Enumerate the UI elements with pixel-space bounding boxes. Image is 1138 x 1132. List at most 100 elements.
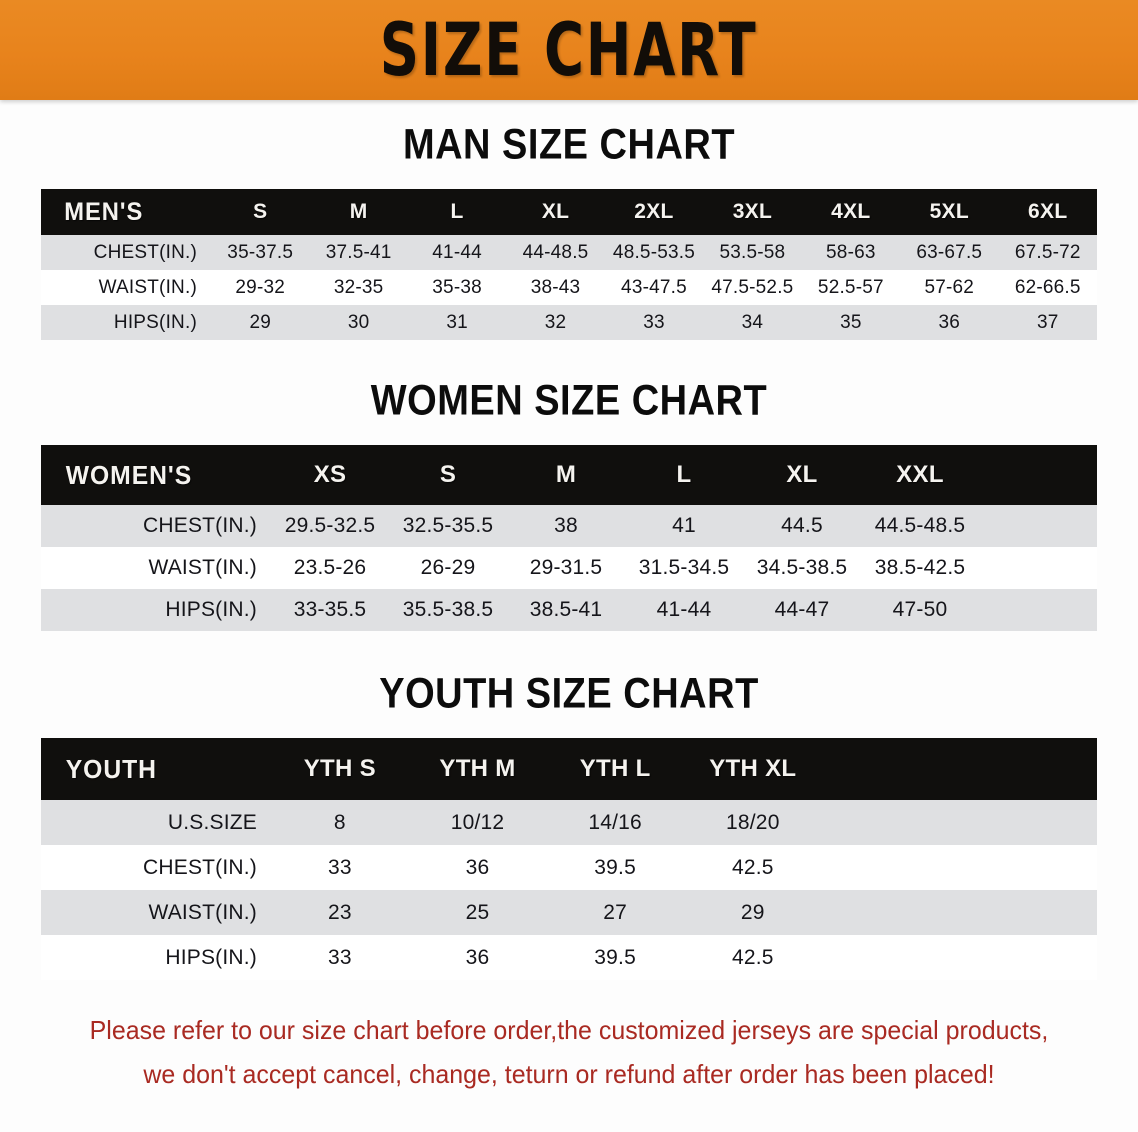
- page-banner: SIZE CHART: [0, 0, 1138, 100]
- table-cell-empty: [822, 800, 960, 845]
- man-table-wrapper: MEN'S S M L XL 2XL 3XL 4XL 5XL 6XL CHEST(IN.) 35-3…: [41, 189, 1097, 340]
- women-column-header: M: [555, 461, 577, 488]
- youth-row-label: CHEST(IN.): [143, 855, 257, 879]
- table-cell: 8: [333, 810, 346, 834]
- table-cell: 38: [554, 514, 578, 537]
- youth-column-header: YTH S: [303, 755, 376, 782]
- table-cell-empty: [959, 800, 1097, 845]
- table-cell: 52.5-57: [817, 276, 884, 298]
- table-cell: 33-35.5: [293, 598, 367, 621]
- table-cell: 41-44: [656, 598, 712, 621]
- women-row-label: CHEST(IN.): [143, 514, 257, 537]
- man-column-header: 3XL: [732, 200, 773, 223]
- footer-line-1: Please refer to our size chart before or…: [89, 1015, 1049, 1045]
- table-row: HIPS(IN.) 29 30 31 32 33 34 35 36 37: [41, 305, 1097, 340]
- table-cell: 29.5-32.5: [284, 514, 376, 537]
- table-cell: 48.5-53.5: [612, 241, 696, 263]
- table-cell: 36: [465, 945, 490, 969]
- women-section-title: WOMEN SIZE CHART: [370, 377, 768, 425]
- table-row: CHEST(IN.) 35-37.5 37.5-41 41-44 44-48.5 48.5…: [41, 235, 1097, 270]
- table-cell: 32.5-35.5: [402, 514, 494, 537]
- table-cell: 58-63: [826, 241, 876, 263]
- man-header-row: MEN'S S M L XL 2XL 3XL 4XL 5XL 6XL: [41, 189, 1097, 235]
- man-row-label: CHEST(IN.): [93, 241, 197, 263]
- table-row: U.S.SIZE 8 10/12 14/16 18/20: [41, 800, 1097, 845]
- table-row: WAIST(IN.) 23 25 27 29: [41, 890, 1097, 935]
- table-cell: 39.5: [594, 855, 636, 879]
- women-header-label: WOMEN'S: [65, 459, 193, 490]
- table-cell: 35-38: [432, 276, 482, 298]
- table-cell: 35: [840, 311, 862, 333]
- man-column-header: XL: [541, 200, 570, 223]
- women-header-row: WOMEN'S XS S M L XL XXL: [41, 445, 1097, 505]
- table-cell: 35.5-38.5: [402, 598, 494, 621]
- table-cell: 67.5-72: [1014, 241, 1081, 263]
- women-row-label: HIPS(IN.): [165, 598, 257, 621]
- table-cell: 44-47: [774, 598, 830, 621]
- table-cell: 29: [249, 311, 271, 333]
- table-cell: 33: [643, 311, 665, 333]
- women-column-header: L: [676, 461, 692, 488]
- table-cell: 42.5: [731, 945, 774, 969]
- table-cell: 35-37.5: [227, 241, 294, 263]
- women-row-label: WAIST(IN.): [148, 556, 257, 579]
- table-cell: 31.5-34.5: [638, 556, 730, 579]
- youth-size-table: YOUTH YTH S YTH M YTH L YTH XL U.S.SIZE 8 10/1…: [41, 738, 1097, 980]
- women-column-header: XXL: [896, 461, 944, 488]
- women-column-header: XS: [313, 461, 347, 488]
- man-column-header: 5XL: [929, 200, 969, 223]
- man-size-table: MEN'S S M L XL 2XL 3XL 4XL 5XL 6XL CHEST(IN.) 35-3…: [41, 189, 1097, 340]
- man-table-body: CHEST(IN.) 35-37.5 37.5-41 41-44 44-48.5 48.5…: [41, 235, 1097, 340]
- youth-column-header: YTH M: [439, 755, 516, 782]
- table-cell: 31: [446, 311, 468, 333]
- table-cell: 37: [1036, 311, 1059, 333]
- table-cell: 39.5: [594, 945, 636, 969]
- table-cell: 37.5-41: [325, 241, 392, 263]
- youth-row-label: WAIST(IN.): [148, 900, 257, 924]
- footer-disclaimer: Please refer to our size chart before or…: [55, 1008, 1082, 1096]
- youth-header-label: YOUTH: [65, 753, 157, 784]
- table-cell: 29: [740, 900, 765, 924]
- table-cell: 34.5-38.5: [756, 556, 848, 579]
- women-table-body: CHEST(IN.) 29.5-32.5 32.5-35.5 38 41 44.5 44.5…: [41, 505, 1097, 631]
- women-column-header: S: [439, 461, 457, 488]
- table-cell: 38-43: [530, 276, 581, 298]
- youth-column-header-empty: [959, 738, 1097, 800]
- women-size-table: WOMEN'S XS S M L XL XXL CHEST(IN.) 29.5-32.5 32.…: [41, 445, 1097, 631]
- youth-column-header-empty: [822, 738, 960, 800]
- table-row: HIPS(IN.) 33 36 39.5 42.5: [41, 935, 1097, 980]
- table-cell: 44-48.5: [522, 241, 589, 263]
- table-cell-empty: [822, 935, 960, 980]
- table-cell: 53.5-58: [719, 241, 786, 263]
- table-cell: 23.5-26: [293, 556, 367, 579]
- footer-line-2: we don't accept cancel, change, teturn o…: [143, 1059, 995, 1090]
- man-section-title: MAN SIZE CHART: [402, 121, 736, 169]
- table-cell: 10/12: [450, 810, 505, 834]
- man-column-header: S: [253, 200, 268, 223]
- table-cell: 42.5: [731, 855, 774, 879]
- youth-row-label: U.S.SIZE: [167, 810, 257, 834]
- man-column-header: 2XL: [634, 200, 674, 223]
- table-cell: 32: [544, 311, 567, 333]
- table-cell: 34: [741, 311, 764, 333]
- table-cell-empty: [979, 547, 1097, 589]
- page-title: SIZE CHART: [380, 6, 758, 93]
- youth-column-header: YTH L: [579, 755, 651, 782]
- table-row: HIPS(IN.) 33-35.5 35.5-38.5 38.5-41 41-44 44-…: [41, 589, 1097, 631]
- table-cell: 47-50: [892, 598, 948, 621]
- table-cell: 29-31.5: [529, 556, 603, 579]
- man-table-head: MEN'S S M L XL 2XL 3XL 4XL 5XL 6XL: [41, 189, 1097, 235]
- table-cell: 26-29: [420, 556, 476, 579]
- youth-column-header: YTH XL: [709, 755, 797, 782]
- table-cell: 43-47.5: [621, 276, 687, 298]
- table-cell-empty: [822, 845, 960, 890]
- table-cell-empty: [979, 589, 1097, 631]
- table-cell: 62-66.5: [1014, 276, 1081, 298]
- youth-row-label: HIPS(IN.): [165, 945, 257, 969]
- table-cell: 41: [672, 514, 696, 537]
- table-cell: 63-67.5: [916, 241, 983, 263]
- table-cell: 36: [938, 311, 961, 333]
- man-column-header: M: [349, 200, 368, 223]
- man-row-label: HIPS(IN.): [113, 311, 197, 333]
